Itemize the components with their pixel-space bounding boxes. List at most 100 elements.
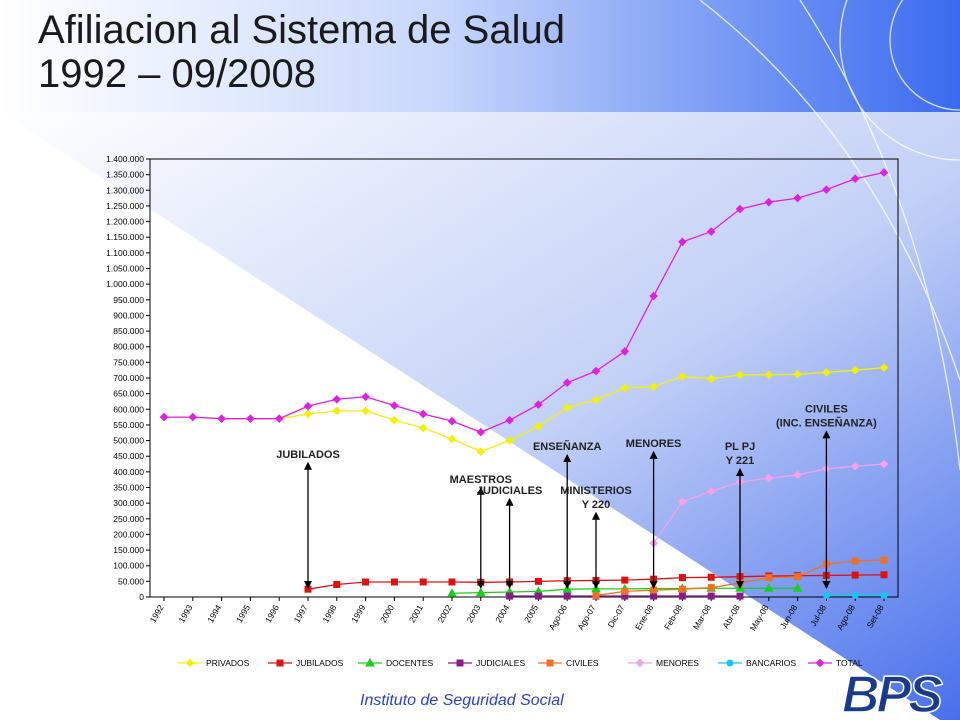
x-tick-label: 2000 — [378, 603, 396, 625]
data-point-civiles — [851, 557, 859, 565]
annotation-label: (INC. ENSEÑANZA) — [776, 416, 877, 429]
legend-item-menores: MENORES — [628, 658, 699, 668]
y-tick-label: 1.350.000 — [106, 170, 144, 180]
data-point-menores — [879, 459, 889, 469]
annotation: MENORES — [626, 438, 682, 589]
data-point-total — [246, 414, 255, 423]
legend-marker-civiles — [546, 659, 554, 667]
data-point-privados — [534, 422, 543, 431]
y-tick-label: 200.000 — [113, 529, 144, 539]
data-point-total — [879, 168, 889, 177]
annotation-label: Y 220 — [582, 499, 611, 511]
y-tick-label: 300.000 — [113, 498, 144, 508]
data-point-privados — [735, 370, 745, 380]
data-point-privados — [418, 423, 428, 433]
legend-marker-menores — [635, 658, 645, 668]
y-tick-label: 750.000 — [113, 357, 144, 367]
x-tick-label: Abr-08 — [720, 603, 742, 630]
data-point-jubilados — [390, 578, 398, 586]
x-tick-label: Ago-07 — [575, 603, 598, 632]
data-point-total — [735, 204, 745, 214]
series-bancarios — [822, 591, 888, 599]
data-point-total — [390, 401, 399, 410]
annotation-label: MAESTROS — [450, 474, 512, 486]
annotation-label: MENORES — [626, 438, 682, 450]
x-tick-label: Jul-08 — [808, 603, 828, 628]
data-point-jubilados — [851, 571, 859, 579]
x-tick-label: Jun-08 — [778, 603, 800, 631]
y-tick-label: 1.150.000 — [106, 232, 144, 242]
data-point-privados — [620, 383, 630, 393]
data-point-privados — [591, 395, 601, 405]
data-point-docentes — [475, 587, 486, 597]
y-tick-label: 50.000 — [118, 576, 144, 586]
y-tick-label: 450.000 — [113, 451, 144, 461]
footer-text: Instituto de Seguridad Social — [360, 692, 564, 709]
data-point-privados — [706, 374, 716, 384]
data-point-jubilados — [419, 578, 427, 586]
data-point-total — [591, 366, 601, 376]
legend-marker-privados — [185, 658, 195, 668]
legend-label-docentes: DOCENTES — [386, 658, 434, 668]
series-privados — [159, 363, 889, 456]
y-tick-label: 1.250.000 — [106, 201, 144, 211]
annotation: JUDICIALES — [477, 485, 542, 589]
data-point-docentes — [792, 583, 803, 592]
data-point-civiles — [707, 584, 715, 592]
diagonal-band — [0, 112, 960, 720]
y-tick-label: 600.000 — [113, 404, 144, 414]
annotation: ENSEÑANZA — [533, 440, 601, 589]
data-point-jubilados — [333, 580, 341, 588]
x-tick-label: Set-08 — [865, 603, 886, 630]
data-point-jubilados — [707, 573, 715, 581]
legend-marker-jubilados — [276, 659, 284, 667]
x-axis: 1992 1993 1994 1995 1996 1997 1998 1999 2000 2001… — [148, 597, 886, 633]
data-point-civiles — [650, 586, 658, 594]
data-point-total — [534, 400, 543, 409]
data-point-total — [764, 197, 774, 207]
legend-marker-judiciales — [456, 659, 464, 667]
data-point-total — [217, 414, 226, 423]
legend-label-total: TOTAL — [836, 658, 863, 668]
data-point-total — [476, 427, 486, 437]
x-tick-label: 2001 — [407, 603, 425, 625]
annotation-label: MINISTERIOS — [560, 485, 632, 497]
x-tick-label: 2002 — [436, 603, 454, 625]
plot-area-border — [149, 158, 899, 598]
data-point-privados — [505, 436, 514, 445]
y-tick-label: 650.000 — [113, 389, 144, 399]
data-point-menores — [793, 470, 802, 480]
data-point-total — [274, 414, 284, 423]
data-point-docentes — [447, 588, 457, 597]
data-point-privados — [332, 406, 342, 416]
x-tick-label: Feb-08 — [662, 603, 684, 632]
annotation: JUBILADOS — [276, 449, 340, 589]
legend-marker-bancarios — [726, 659, 734, 667]
legend-item-privados: PRIVADOS — [178, 658, 250, 668]
logo-text: BPS — [842, 666, 943, 720]
data-point-jubilados — [304, 585, 312, 593]
legend-item-total: TOTAL — [808, 658, 863, 668]
data-point-civiles — [880, 556, 888, 564]
data-point-jubilados — [678, 574, 686, 582]
title-line-1: Afiliacion al Sistema de Salud — [38, 8, 565, 52]
data-point-menores — [706, 486, 716, 496]
legend-label-privados: PRIVADOS — [206, 658, 250, 668]
annotation: CIVILES(INC. ENSEÑANZA) — [776, 403, 877, 589]
y-tick-label: 500.000 — [113, 436, 144, 446]
data-point-total — [678, 237, 687, 247]
data-point-bancarios — [851, 591, 859, 599]
data-point-privados — [879, 363, 889, 372]
data-point-total — [850, 174, 860, 184]
data-point-privados — [649, 382, 658, 392]
legend: PRIVADOS JUBILADOS DOCENTES JUDICIALES CIVIL… — [178, 657, 863, 668]
y-tick-label: 850.000 — [113, 326, 144, 336]
x-tick-label: 1995 — [234, 603, 252, 625]
data-point-total — [505, 415, 514, 425]
x-tick-label: May-08 — [748, 603, 771, 633]
bps-logo: BPS — [841, 666, 947, 720]
data-point-total — [793, 193, 802, 203]
